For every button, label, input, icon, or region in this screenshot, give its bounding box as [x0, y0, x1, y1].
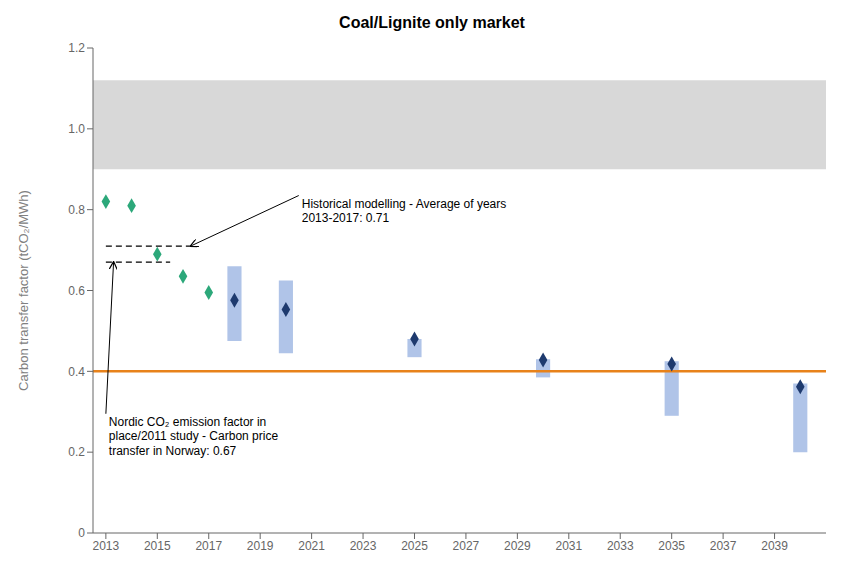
svg-text:2023: 2023 — [350, 539, 377, 553]
svg-text:2037: 2037 — [710, 539, 737, 553]
svg-text:2015: 2015 — [144, 539, 171, 553]
svg-text:0.6: 0.6 — [68, 284, 85, 298]
svg-text:0.4: 0.4 — [68, 365, 85, 379]
svg-text:Carbon transfer factor (tCO₂/M: Carbon transfer factor (tCO₂/MWh) — [16, 190, 31, 391]
svg-text:1.2: 1.2 — [68, 41, 85, 55]
svg-text:2031: 2031 — [555, 539, 582, 553]
svg-text:0.8: 0.8 — [68, 203, 85, 217]
svg-text:Nordic CO₂ emission factor inp: Nordic CO₂ emission factor inplace/2011 … — [109, 415, 279, 458]
svg-text:2029: 2029 — [504, 539, 531, 553]
svg-text:2035: 2035 — [658, 539, 685, 553]
svg-text:2021: 2021 — [298, 539, 325, 553]
svg-text:0.2: 0.2 — [68, 445, 85, 459]
svg-text:2033: 2033 — [607, 539, 634, 553]
svg-text:2039: 2039 — [761, 539, 788, 553]
svg-text:2027: 2027 — [453, 539, 480, 553]
svg-text:2017: 2017 — [195, 539, 222, 553]
html-text:Coal/Lignite only market: Coal/Lignite only market — [339, 14, 525, 31]
svg-text:2025: 2025 — [401, 539, 428, 553]
svg-text:Historical modelling - Average: Historical modelling - Average of years2… — [302, 197, 507, 225]
svg-text:2019: 2019 — [247, 539, 274, 553]
svg-text:1.0: 1.0 — [68, 122, 85, 136]
svg-text:2013: 2013 — [93, 539, 120, 553]
svg-text:0: 0 — [78, 526, 85, 540]
